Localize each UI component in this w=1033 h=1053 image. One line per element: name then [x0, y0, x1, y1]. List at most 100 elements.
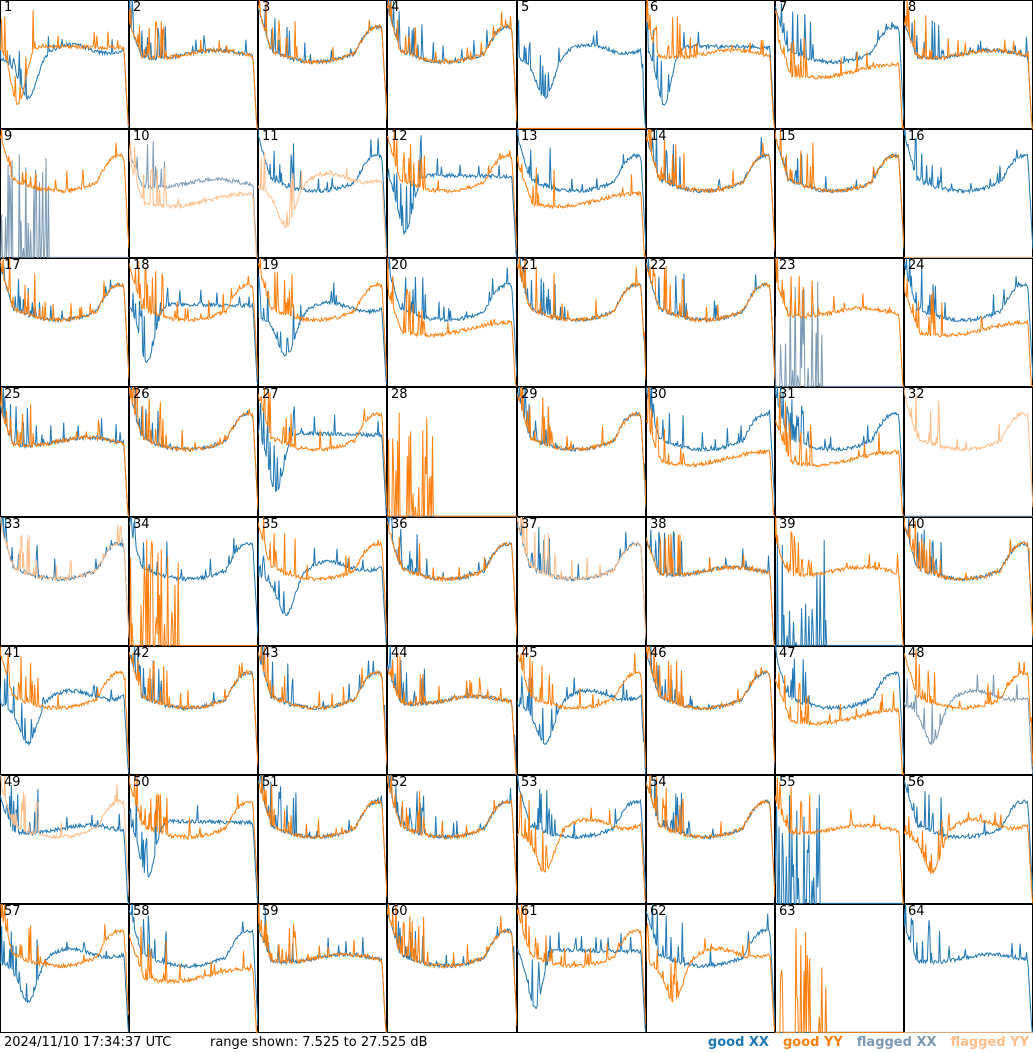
tile-plot-56 — [904, 775, 1033, 904]
tile-plot-5 — [517, 0, 646, 129]
tile-36: 36 — [387, 517, 517, 646]
tile-border — [904, 904, 1033, 1033]
tile-border — [775, 0, 904, 129]
series-yy-15 — [775, 129, 904, 249]
tile-border — [517, 0, 646, 129]
tile-52: 52 — [387, 775, 517, 904]
tile-border — [258, 0, 387, 129]
series-yy-34 — [129, 539, 258, 646]
tile-1: 1 — [0, 0, 129, 129]
tile-7: 7 — [775, 0, 904, 129]
series-yy-58 — [129, 926, 258, 1033]
tile-border — [646, 129, 775, 258]
tile-border — [258, 517, 387, 646]
tile-2: 2 — [129, 0, 258, 129]
tile-plot-12 — [387, 129, 517, 258]
tile-16: 16 — [904, 129, 1033, 258]
tile-35: 35 — [258, 517, 387, 646]
series-xx-13 — [517, 129, 646, 251]
tile-border — [517, 258, 646, 387]
tile-55: 55 — [775, 775, 904, 904]
tile-border — [258, 258, 387, 387]
tile-43: 43 — [258, 646, 387, 775]
tile-plot-32 — [904, 387, 1033, 517]
series-yy-51 — [258, 775, 387, 898]
tile-plot-24 — [904, 258, 1033, 387]
series-xx-7 — [775, 3, 904, 121]
series-yy-4 — [387, 0, 517, 123]
series-xx-36 — [387, 517, 517, 639]
tile-plot-34 — [129, 517, 258, 646]
tile-plot-17 — [0, 258, 129, 387]
series-xx-5 — [517, 19, 646, 129]
series-xx-35 — [258, 533, 387, 645]
series-xx-6 — [646, 9, 775, 128]
series-yy-12 — [387, 129, 517, 251]
series-yy-29 — [517, 387, 646, 508]
series-xx-48 — [904, 674, 1033, 775]
tile-border — [129, 904, 258, 1033]
tile-plot-53 — [517, 775, 646, 904]
series-yy-59 — [258, 904, 387, 1033]
series-xx-51 — [258, 775, 387, 897]
tile-plot-63 — [775, 904, 904, 1033]
tile-14: 14 — [646, 129, 775, 258]
tile-border — [387, 517, 517, 646]
series-yy-24 — [904, 274, 1033, 387]
tile-border — [387, 258, 517, 387]
series-xx-11 — [258, 129, 387, 251]
series-xx-8 — [904, 20, 1033, 129]
series-xx-50 — [129, 799, 258, 904]
tile-plot-29 — [517, 387, 646, 517]
timestamp-label: 2024/11/10 17:34:37 UTC — [4, 1035, 172, 1050]
tile-30: 30 — [646, 387, 775, 517]
series-yy-28 — [387, 412, 517, 517]
series-xx-21 — [517, 258, 646, 378]
series-xx-20 — [387, 258, 517, 378]
tile-plot-2 — [129, 0, 258, 129]
tile-21: 21 — [517, 258, 646, 387]
tile-border — [129, 0, 258, 129]
tile-border — [129, 387, 258, 517]
series-yy-45 — [517, 646, 646, 769]
tile-27: 27 — [258, 387, 387, 517]
tile-4: 4 — [387, 0, 517, 129]
tile-plot-28 — [387, 387, 517, 517]
series-yy-25 — [0, 387, 129, 517]
tile-plot-51 — [258, 775, 387, 904]
tile-plot-11 — [258, 129, 387, 258]
tile-plot-42 — [129, 646, 258, 775]
tile-border — [904, 775, 1033, 904]
tile-plot-45 — [517, 646, 646, 775]
tile-plot-10 — [129, 129, 258, 258]
legend: good XX good YY flagged XX flagged YY — [694, 1033, 1029, 1053]
tile-plot-50 — [129, 775, 258, 904]
series-yy-8 — [904, 0, 1033, 129]
tile-46: 46 — [646, 646, 775, 775]
tile-border — [646, 258, 775, 387]
tile-9: 9 — [0, 129, 129, 258]
tile-50: 50 — [129, 775, 258, 904]
tile-60: 60 — [387, 904, 517, 1033]
series-yy-9 — [0, 129, 129, 249]
series-yy-52 — [387, 775, 517, 896]
series-yy-46 — [646, 646, 775, 766]
series-xx-53 — [517, 775, 646, 895]
tile-border — [775, 775, 904, 904]
tile-49: 49 — [0, 775, 129, 904]
series-yy-61 — [517, 904, 646, 1026]
series-yy-42 — [129, 651, 258, 767]
tile-18: 18 — [129, 258, 258, 387]
series-xx-24 — [904, 258, 1033, 380]
tile-border — [775, 646, 904, 775]
tile-23: 23 — [775, 258, 904, 387]
series-xx-49 — [0, 785, 129, 904]
tile-plot-49 — [0, 775, 129, 904]
tile-plot-15 — [775, 129, 904, 258]
series-xx-16 — [904, 129, 1033, 250]
series-xx-43 — [258, 646, 387, 766]
series-yy-48 — [904, 648, 1033, 767]
tile-plot-43 — [258, 646, 387, 775]
tile-border — [904, 258, 1033, 387]
series-xx-59 — [258, 907, 387, 1033]
